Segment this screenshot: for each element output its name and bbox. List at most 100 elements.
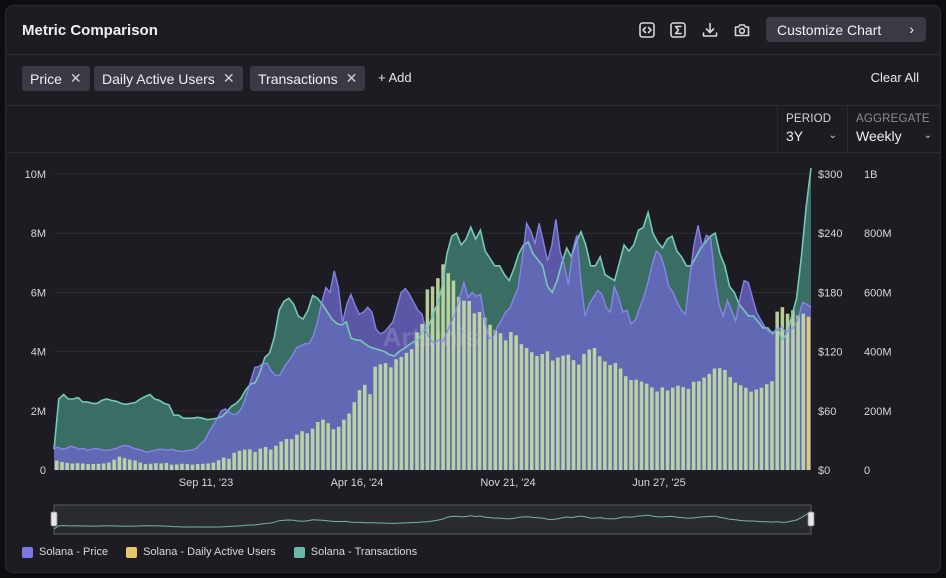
bar-dau [493,330,498,470]
bar-dau [791,310,795,470]
bar-dau [446,273,451,470]
add-metric-button[interactable]: + Add [378,70,412,85]
aggregate-value: Weekly [856,128,902,144]
bar-dau [227,458,231,470]
bar-dau [295,434,299,470]
y-tick-label-transactions: 600M [864,287,892,299]
period-select[interactable]: PERIOD 3Y ⌄ [777,105,847,152]
legend-swatch-dau [126,546,138,558]
bar-dau [383,363,388,470]
x-tick-label: Nov 21, '24 [480,477,535,489]
legend-item-price[interactable]: Solana - Price [22,546,108,558]
bar-dau [477,311,482,470]
bar-dau [263,446,268,470]
bar-dau [644,383,649,470]
bar-dau [608,364,612,470]
bar-dau [676,385,680,470]
bar-dau [289,439,294,470]
bar-dau [765,384,769,470]
y-tick-label-price: $60 [818,406,836,418]
download-icon[interactable] [700,20,720,40]
bar-dau [133,460,137,470]
bar-dau [420,323,424,470]
legend-item-transactions[interactable]: Solana - Transactions [293,546,417,558]
navigator-handle-right[interactable] [807,511,815,527]
bar-dau [561,355,565,470]
tag-transactions[interactable]: Transactions ✕ [250,66,366,91]
aggregate-select[interactable]: AGGREGATE Weekly ⌄ [847,105,940,152]
close-icon[interactable]: ✕ [69,70,82,86]
camera-icon[interactable] [732,20,752,40]
period-label: PERIOD [786,113,832,125]
bar-dau [363,384,367,470]
bar-dau [101,463,106,470]
bar-dau [796,315,800,470]
bar-dau [801,313,806,470]
bar-dau [269,449,273,470]
bar-dau [195,464,200,470]
bar-dau [540,354,545,470]
close-icon[interactable]: ✕ [222,70,235,86]
bar-dau [483,317,487,470]
bar-dau [639,381,644,470]
legend-item-dau[interactable]: Solana - Daily Active Users [126,546,276,558]
bar-dau [728,377,732,470]
bar-dau [686,388,691,470]
bar-dau [91,463,96,470]
y-tick-label-left: 4M [31,347,46,359]
bar-dau [629,380,633,470]
y-tick-label-left: 10M [25,169,46,181]
metric-tags-row: Price ✕ Daily Active Users ✕ Transaction… [6,54,940,106]
chevron-down-icon: ⌄ [828,130,837,141]
bar-dau [248,449,252,470]
bar-dau [488,324,492,470]
bar-dau [733,382,738,470]
chart-legend: Solana - Price Solana - Daily Active Use… [22,546,417,558]
bar-dau [806,316,811,470]
bar-dau [530,352,534,470]
sigma-icon[interactable] [668,20,688,40]
bar-dau [347,413,351,470]
chart-header: Metric Comparison Customize Chart › [6,6,940,55]
tag-daily-active-users[interactable]: Daily Active Users ✕ [94,66,243,91]
bar-dau [107,462,111,470]
bar-dau [148,463,153,470]
tag-price[interactable]: Price ✕ [22,66,90,91]
y-tick-label-price: $0 [818,465,830,477]
bar-dau [336,426,341,470]
bar-dau [316,422,320,470]
bar-dau [96,463,101,470]
clear-all-button[interactable]: Clear All [870,70,919,85]
bar-dau [780,307,785,470]
bar-dau [81,463,85,470]
y-tick-label-price: $180 [818,287,842,299]
bar-dau [524,348,529,470]
bar-dau [342,419,346,470]
code-embed-icon[interactable] [637,20,657,40]
series-line-transactions [53,168,812,450]
bar-dau [702,377,706,470]
period-value: 3Y [786,128,804,144]
legend-label: Solana - Daily Active Users [143,546,276,558]
bar-dau [211,462,216,470]
bar-dau [650,387,654,470]
close-icon[interactable]: ✕ [345,70,358,86]
bar-dau [201,463,205,470]
legend-swatch-transactions [293,546,305,558]
bar-dau [681,387,685,470]
bar-dau [274,445,278,470]
bar-dau [723,370,727,470]
chart-plot[interactable]: 0 $0 0 2M $60 200M 4M $120 400M 6M $180 600M 8M $240 8… [6,6,941,573]
bar-dau [697,381,701,470]
bar-dau [462,300,466,470]
bar-dau [550,360,555,470]
bar-dau [712,368,717,470]
bar-dau [242,449,247,470]
bar-dau [744,387,748,470]
y-tick-label-transactions: 200M [864,406,892,418]
bar-dau [665,390,670,470]
navigator-handle-left[interactable] [50,511,58,527]
customize-chart-button[interactable]: Customize Chart › [766,17,926,42]
y-tick-label-price: $240 [818,228,842,240]
y-tick-label-price: $120 [818,347,842,359]
